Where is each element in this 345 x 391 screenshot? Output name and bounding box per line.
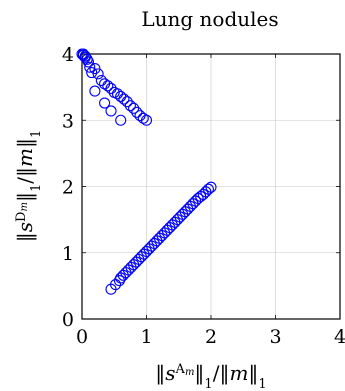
data-point	[115, 114, 127, 126]
data-point	[118, 93, 130, 105]
data-point	[202, 183, 214, 195]
data-point	[99, 97, 111, 109]
x-axis-label: ‖sAm‖1/‖m‖1	[155, 361, 266, 391]
y-axis-label: ‖sDm‖1/‖m‖1	[13, 130, 44, 242]
data-point	[105, 105, 117, 117]
chart-grid	[82, 54, 340, 319]
x-tick-label: 0	[76, 326, 88, 348]
x-tick-label: 4	[334, 326, 345, 348]
y-tick-labels: 0 1 2 3 4	[62, 44, 74, 331]
x-tick-label: 2	[205, 326, 217, 348]
y-tick-label: 1	[62, 243, 74, 265]
data-point	[92, 68, 104, 80]
data-point	[128, 102, 140, 114]
data-point	[131, 106, 143, 118]
x-tick-labels: 0 1 2 3 4	[76, 326, 345, 348]
y-tick-label: 0	[62, 309, 74, 331]
data-points	[76, 48, 217, 295]
data-point	[79, 50, 91, 62]
data-point	[77, 48, 89, 60]
data-point	[102, 80, 114, 92]
tick-marks	[81, 53, 341, 320]
data-point	[121, 96, 133, 108]
data-point	[111, 88, 124, 100]
y-tick-label: 3	[62, 110, 74, 132]
x-tick-label: 1	[140, 326, 152, 348]
data-point	[124, 100, 136, 112]
data-point	[89, 63, 101, 75]
y-tick-label: 2	[62, 177, 74, 199]
data-point	[205, 181, 217, 193]
data-point	[84, 61, 96, 73]
data-point	[86, 67, 98, 79]
data-point	[140, 114, 153, 126]
data-point	[82, 56, 94, 68]
y-tick-label: 4	[62, 44, 74, 66]
x-tick-label: 3	[269, 326, 281, 348]
chart-title: Lung nodules	[141, 7, 278, 31]
data-point	[89, 85, 101, 97]
data-point	[137, 112, 149, 124]
